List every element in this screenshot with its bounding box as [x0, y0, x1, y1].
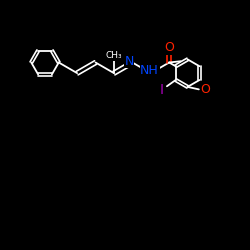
Text: NH: NH [140, 64, 159, 77]
Text: O: O [164, 41, 174, 54]
Text: O: O [201, 83, 210, 96]
Text: I: I [160, 82, 164, 96]
Text: CH₃: CH₃ [106, 51, 122, 60]
Text: N: N [124, 55, 134, 68]
